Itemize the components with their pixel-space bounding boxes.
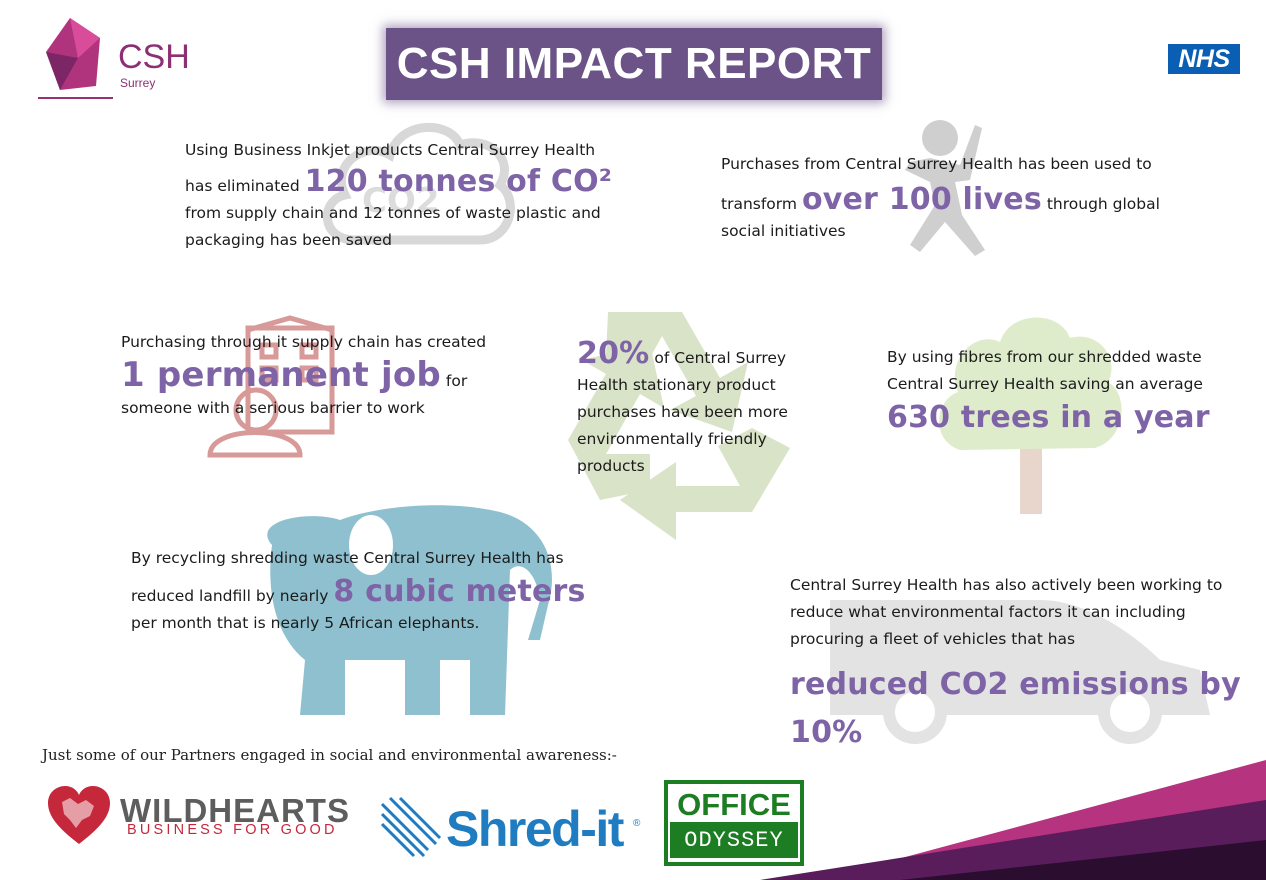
fact-trees-highlight: 630 trees in a year bbox=[887, 400, 1210, 435]
wildhearts-heart-icon bbox=[48, 786, 110, 844]
fact-trees-line2: Central Surrey Health saving an average bbox=[887, 375, 1203, 393]
fact-job-highlight: 1 permanent job bbox=[121, 355, 441, 395]
van-icon bbox=[830, 600, 1210, 744]
shredit-name: Shred-it bbox=[446, 801, 624, 857]
fact-landfill: By recycling shredding waste Central Sur… bbox=[131, 545, 611, 637]
fact-stationery-line4: environmentally friendly bbox=[577, 430, 767, 448]
fact-trees: By using fibres from our shredded waste … bbox=[887, 344, 1247, 435]
fact-stationery-highlight: 20% bbox=[577, 336, 650, 371]
page-title: CSH IMPACT REPORT bbox=[396, 39, 872, 88]
fact-stationery: 20% of Central Surrey Health stationary … bbox=[577, 339, 817, 480]
fact-co2: Using Business Inkjet products Central S… bbox=[185, 137, 635, 254]
shredit-stripes-icon bbox=[380, 796, 442, 858]
office-odyssey-odyssey: ODYSSEY bbox=[670, 822, 798, 858]
fact-stationery-line2: Health stationary product bbox=[577, 376, 776, 394]
csh-logo-name: CSH bbox=[118, 38, 190, 76]
fact-vehicles-line2: reduce what environmental factors it can… bbox=[790, 603, 1186, 621]
fact-landfill-pre: reduced landfill by nearly bbox=[131, 587, 329, 605]
csh-logo-sub: Surrey bbox=[120, 76, 156, 90]
fact-lives: Purchases from Central Surrey Health has… bbox=[721, 151, 1181, 245]
svg-text:CO2: CO2 bbox=[362, 181, 440, 221]
office-building-icon bbox=[207, 315, 335, 458]
wildhearts-tagline: BUSINESS FOR GOOD bbox=[127, 822, 338, 838]
office-odyssey-office: OFFICE bbox=[677, 787, 791, 822]
fact-job: Purchasing through it supply chain has c… bbox=[121, 329, 541, 422]
shredit-registered-mark: ® bbox=[633, 818, 641, 829]
fact-lives-line3: social initiatives bbox=[721, 222, 846, 240]
fact-vehicles-line3: procuring a fleet of vehicles that has bbox=[790, 630, 1076, 648]
fact-vehicles-highlight2: 10% bbox=[790, 715, 863, 750]
csh-logo-gem-icon bbox=[38, 18, 113, 99]
fact-vehicles: Central Surrey Health has also actively … bbox=[790, 572, 1250, 757]
fact-lives-post: through global bbox=[1046, 195, 1160, 213]
fact-lives-pre: transform bbox=[721, 195, 797, 213]
fact-vehicles-highlight1: reduced CO2 emissions by bbox=[790, 667, 1241, 702]
fact-co2-line3: from supply chain and 12 tonnes of waste… bbox=[185, 204, 601, 222]
fact-lives-line1: Purchases from Central Surrey Health has… bbox=[721, 155, 1152, 173]
nhs-logo: NHS bbox=[1168, 44, 1240, 74]
fact-stationery-post: of Central Surrey bbox=[654, 349, 787, 367]
person-icon bbox=[905, 120, 985, 256]
fact-co2-line1: Using Business Inkjet products Central S… bbox=[185, 141, 596, 159]
recycle-icon bbox=[568, 312, 790, 540]
fact-stationery-line3: purchases have been more bbox=[577, 403, 788, 421]
fact-job-line1: Purchasing through it supply chain has c… bbox=[121, 333, 487, 351]
cloud-icon bbox=[322, 122, 515, 245]
fact-trees-line1: By using fibres from our shredded waste bbox=[887, 348, 1202, 366]
fact-job-line3: someone with a serious barrier to work bbox=[121, 399, 425, 417]
fact-co2-highlight: 120 tonnes of CO² bbox=[304, 164, 613, 199]
fact-landfill-line1: By recycling shredding waste Central Sur… bbox=[131, 549, 564, 567]
fact-stationery-line5: products bbox=[577, 457, 645, 475]
partners-label: Just some of our Partners engaged in soc… bbox=[42, 746, 617, 764]
fact-vehicles-line1: Central Surrey Health has also actively … bbox=[790, 576, 1223, 594]
fact-lives-highlight: over 100 lives bbox=[801, 182, 1042, 217]
fact-co2-pre: has eliminated bbox=[185, 177, 300, 195]
fact-co2-line4: packaging has been saved bbox=[185, 231, 392, 249]
corner-decoration bbox=[760, 760, 1266, 880]
tree-icon bbox=[939, 317, 1122, 514]
elephant-icon bbox=[267, 505, 552, 715]
fact-landfill-highlight: 8 cubic meters bbox=[333, 574, 586, 609]
fact-job-post: for bbox=[445, 372, 468, 390]
fact-landfill-line3: per month that is nearly 5 African eleph… bbox=[131, 614, 480, 632]
wildhearts-name: WILDHEARTS bbox=[120, 792, 350, 829]
title-banner: CSH IMPACT REPORT bbox=[386, 28, 882, 100]
